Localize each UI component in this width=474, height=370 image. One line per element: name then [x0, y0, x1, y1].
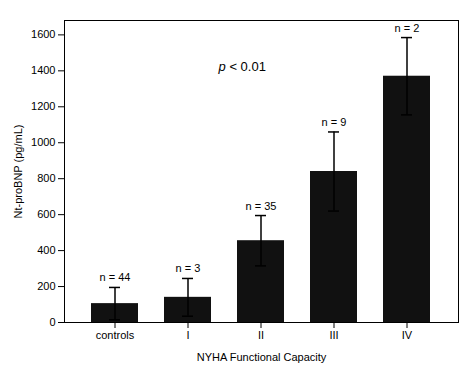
svg-text:IV: IV [402, 329, 413, 341]
svg-text:II: II [258, 329, 264, 341]
svg-text:NYHA Functional Capacity: NYHA Functional Capacity [197, 351, 327, 363]
svg-text:n = 2: n = 2 [395, 22, 420, 34]
svg-text:III: III [329, 329, 338, 341]
svg-text:1600: 1600 [31, 28, 55, 40]
svg-text:n = 3: n = 3 [176, 262, 201, 274]
svg-text:n = 9: n = 9 [322, 116, 347, 128]
svg-text:200: 200 [37, 280, 55, 292]
svg-text:1000: 1000 [31, 136, 55, 148]
svg-text:n = 44: n = 44 [100, 271, 131, 283]
svg-text:I: I [186, 329, 189, 341]
svg-text:600: 600 [37, 208, 55, 220]
svg-text:400: 400 [37, 244, 55, 256]
svg-text:1400: 1400 [31, 64, 55, 76]
svg-text:800: 800 [37, 172, 55, 184]
svg-text:n = 35: n = 35 [246, 200, 277, 212]
svg-text:1200: 1200 [31, 100, 55, 112]
svg-text:p < 0.01: p < 0.01 [218, 59, 266, 74]
svg-text:0: 0 [49, 316, 55, 328]
svg-text:Nt-proBNP (pg/mL): Nt-proBNP (pg/mL) [12, 125, 24, 219]
svg-text:controls: controls [96, 329, 135, 341]
